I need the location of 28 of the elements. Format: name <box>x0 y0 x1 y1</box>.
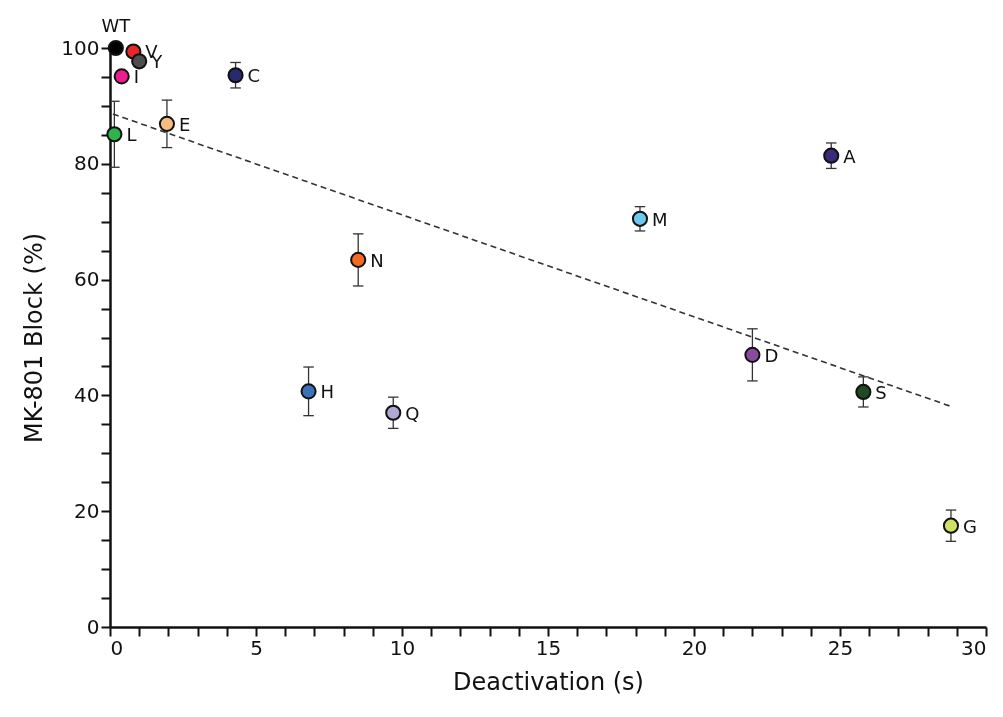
x-tick-label: 0 <box>110 635 124 660</box>
series-label: E <box>178 113 191 135</box>
x-axis-title: Deactivation (s) <box>453 667 644 696</box>
series-label: N <box>370 249 384 271</box>
y-tick-label: 0 <box>86 614 100 639</box>
y-tick-label: 80 <box>74 151 100 176</box>
x-tick-label: 10 <box>389 635 416 660</box>
series-label: L <box>126 124 137 146</box>
y-axis-title: MK-801 Block (%) <box>20 232 49 444</box>
series-label: WT <box>101 15 132 36</box>
x-tick-label: 25 <box>827 635 854 660</box>
series-label: M <box>651 208 668 230</box>
series-label: S <box>875 381 887 403</box>
series-label: H <box>320 381 335 403</box>
series-label: A <box>843 145 857 167</box>
y-tick-label: 100 <box>61 35 100 60</box>
y-tick-label: 40 <box>74 382 100 407</box>
series-label: D <box>764 344 779 366</box>
series-label: Q <box>405 402 420 424</box>
series-label: G <box>962 515 977 537</box>
x-tick-label: 30 <box>961 635 987 660</box>
y-tick-label: 60 <box>74 267 100 292</box>
x-tick-label: 15 <box>535 635 562 660</box>
x-tick-label: 5 <box>250 635 263 660</box>
y-tick-label: 20 <box>74 498 100 523</box>
series-label: C <box>247 65 261 87</box>
x-tick-label: 20 <box>681 635 708 660</box>
series-label: I <box>133 66 139 88</box>
